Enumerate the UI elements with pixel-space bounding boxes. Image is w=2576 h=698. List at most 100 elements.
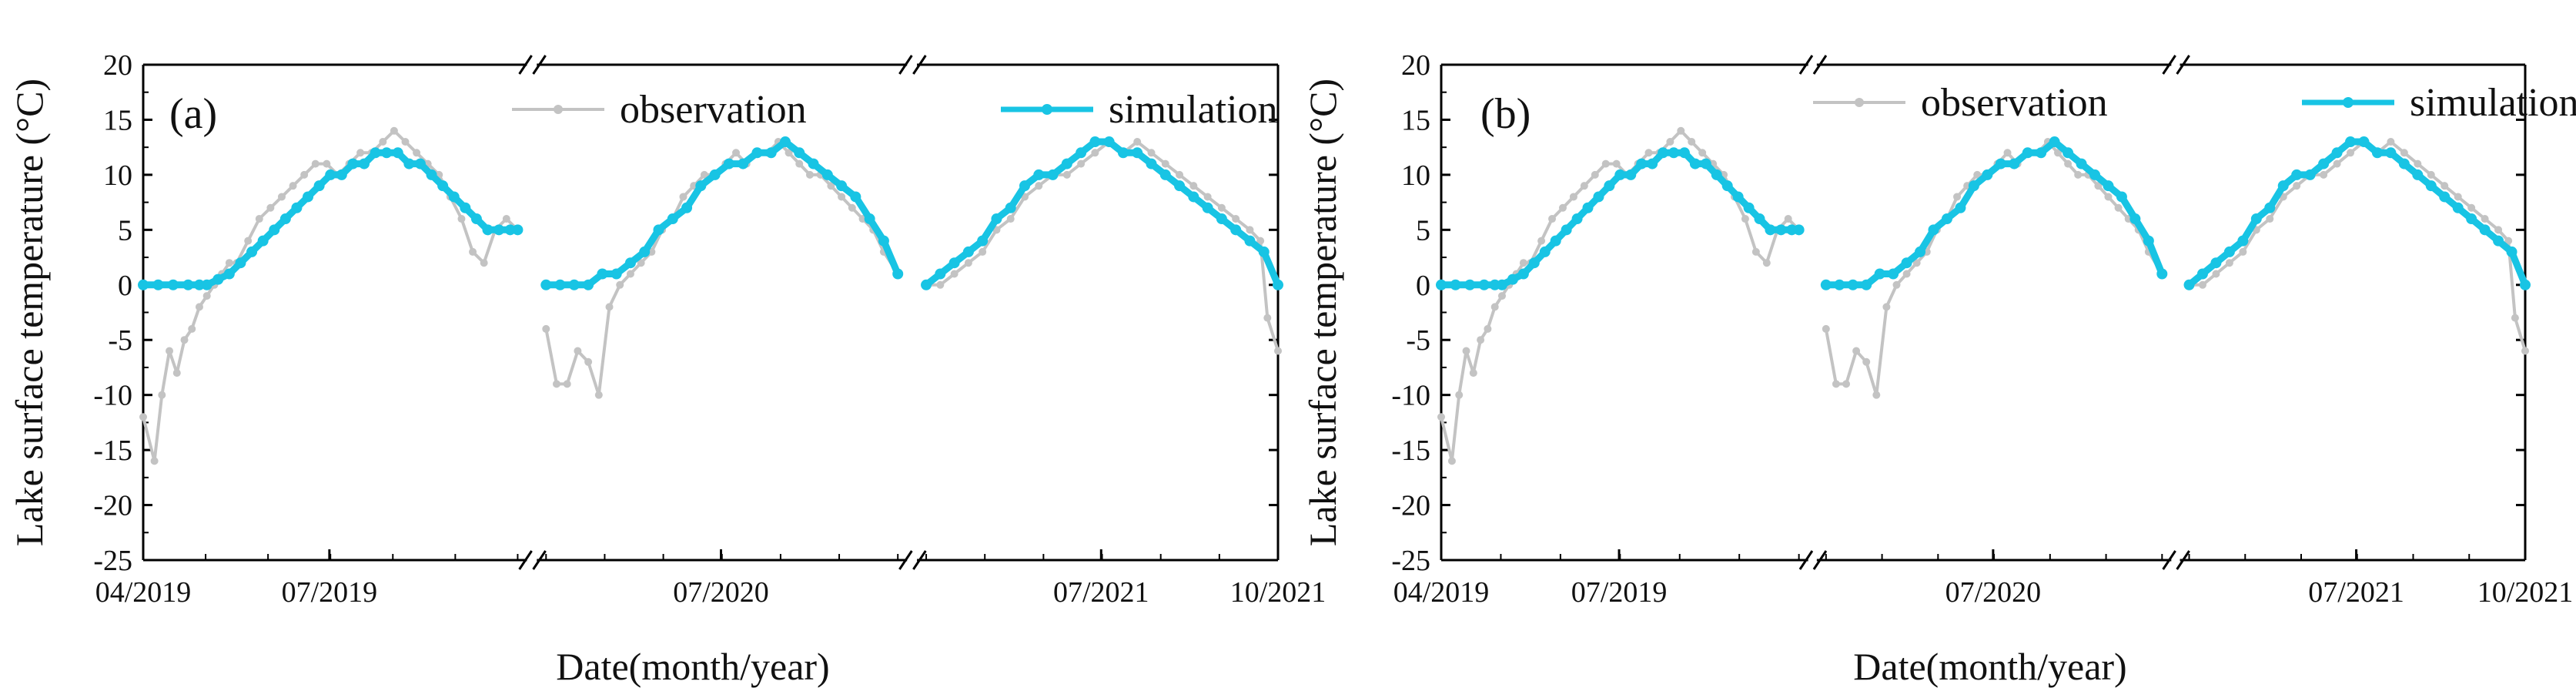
observation-point (1666, 138, 1674, 146)
simulation-point (2425, 180, 2437, 192)
observation-point (2347, 149, 2355, 157)
x-axis-title: Date(month/year) (1853, 645, 2126, 688)
simulation-point (2452, 202, 2464, 213)
simulation-point (1216, 213, 1227, 225)
observation-point (785, 149, 793, 157)
x-tick-label: 04/2019 (1393, 576, 1490, 609)
panel-label: (b) (1480, 90, 1531, 138)
axis-break-mark (912, 550, 927, 570)
simulation-point (1436, 279, 1447, 290)
simulation-point (2318, 158, 2330, 169)
observation-point (180, 336, 189, 344)
simulation-point (864, 213, 875, 225)
observation-point (1822, 324, 1830, 333)
simulation-point (1915, 246, 1926, 257)
simulation-point (1743, 202, 1755, 213)
observation-point (1203, 193, 1212, 201)
simulation-point (1874, 268, 1885, 280)
observation-point (225, 259, 233, 267)
simulation-point (1159, 169, 1171, 180)
simulation-point (935, 268, 946, 280)
y-tick-label: 10 (1401, 159, 1430, 192)
axis-break-mark (2176, 550, 2190, 570)
simulation-point (269, 224, 280, 236)
observation-point (1580, 182, 1588, 190)
simulation-point (1507, 273, 1518, 285)
observation-point (1537, 237, 1546, 245)
observation-point (552, 380, 560, 388)
simulation-point (1732, 191, 1744, 203)
simulation-point (448, 191, 460, 203)
observation-point (679, 193, 687, 201)
simulation-point (1861, 279, 1872, 290)
simulation-point (1089, 136, 1101, 148)
observation-point (1973, 170, 1982, 179)
simulation-point (821, 169, 833, 180)
simulation-point (279, 213, 291, 225)
y-axis-title: Lake surface temperature (°C) (8, 79, 51, 546)
simulation-point (470, 213, 482, 225)
observation-point (1263, 314, 1272, 322)
simulation-line (139, 149, 521, 289)
simulation-point (313, 180, 325, 192)
simulation-point (1202, 202, 1213, 213)
simulation-point (223, 268, 235, 280)
simulation-point (460, 202, 471, 213)
observation-point (1062, 170, 1071, 179)
simulation-point (681, 202, 693, 213)
observation-point (457, 215, 466, 223)
simulation-point (2479, 224, 2491, 236)
y-tick-label: -25 (93, 545, 132, 577)
observation-point (584, 357, 593, 366)
simulation-point (611, 268, 622, 280)
simulation-point (991, 213, 1002, 225)
simulation-point (597, 268, 608, 280)
y-tick-label: -25 (1391, 545, 1430, 577)
simulation-point (482, 224, 493, 236)
observation-point (2511, 314, 2519, 322)
simulation-point (962, 246, 974, 257)
simulation-point (1678, 147, 1690, 159)
observation-point (1469, 369, 1477, 378)
axis-break-mark (898, 550, 913, 570)
observation-point (188, 324, 196, 333)
observation-point (805, 170, 814, 179)
simulation-point (583, 279, 594, 290)
observation-point (1217, 203, 1226, 212)
simulation-point (2196, 268, 2208, 280)
y-tick-label: -20 (1391, 490, 1430, 522)
axis-break-mark (1812, 550, 1828, 570)
simulation-point (370, 147, 381, 159)
simulation-point (182, 279, 194, 290)
observation-point (1912, 259, 1921, 267)
simulation-point (392, 147, 403, 159)
observation-point (848, 203, 856, 212)
simulation-point (948, 257, 960, 269)
observation-point (1612, 159, 1621, 168)
observation-point (1274, 347, 1282, 355)
simulation-point (639, 246, 651, 257)
axis-break-mark (898, 55, 913, 75)
x-tick-label: 04/2019 (95, 576, 192, 609)
observation-point (563, 380, 571, 388)
observation-point (1601, 159, 1610, 168)
simulation-point (1047, 169, 1059, 180)
observation-point (277, 193, 286, 201)
observation-point (795, 159, 804, 168)
simulation-point (653, 224, 664, 236)
simulation-point (1941, 213, 1952, 225)
simulation-point (1478, 279, 1490, 290)
observation-point (2293, 182, 2301, 190)
y-tick-label: -5 (1406, 324, 1430, 357)
observation-point (2441, 182, 2449, 190)
simulation-point (1019, 180, 1031, 192)
simulation-point (2103, 180, 2114, 192)
simulation-point (1847, 279, 1858, 290)
simulation-point (1464, 279, 1476, 290)
observation-point (2333, 159, 2341, 168)
simulation-point (1561, 224, 1572, 236)
simulation-point (2250, 213, 2262, 225)
observation-point (2320, 170, 2328, 179)
simulation-point (1076, 147, 1087, 159)
observation-point (311, 159, 319, 168)
